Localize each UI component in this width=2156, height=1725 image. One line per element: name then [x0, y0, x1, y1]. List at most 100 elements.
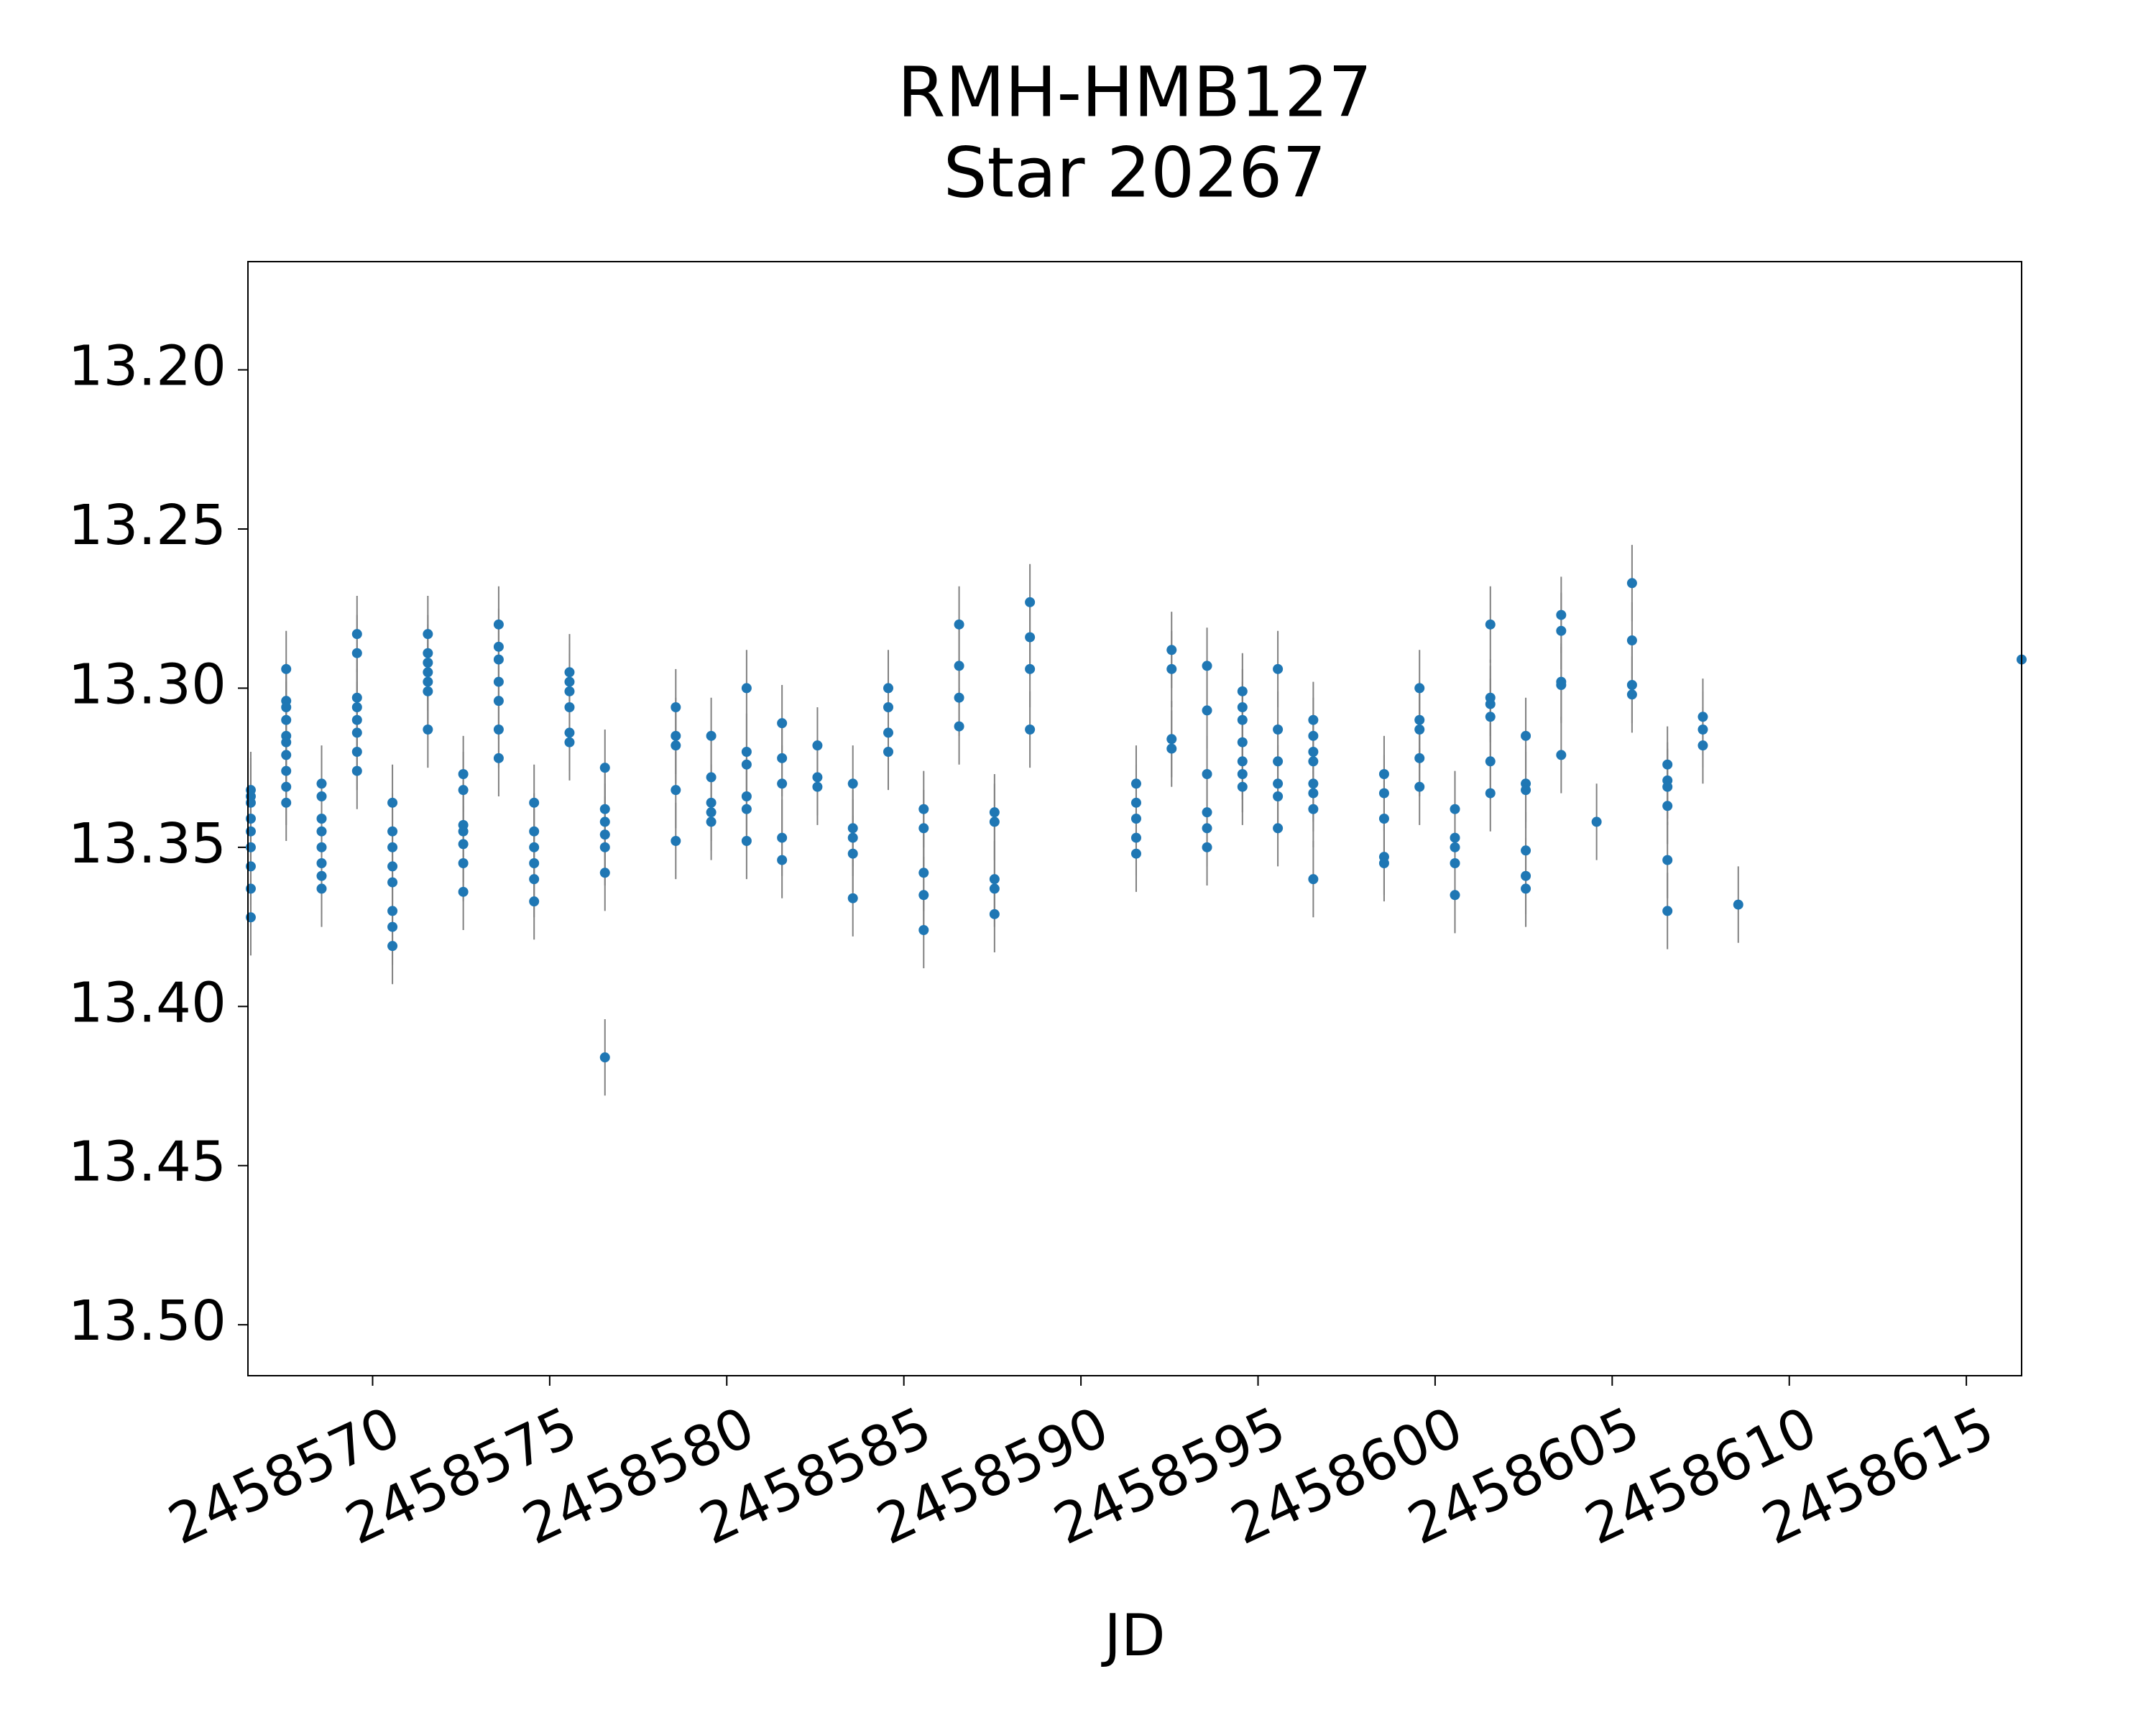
data-point: [1521, 845, 1531, 856]
data-point: [458, 785, 469, 796]
data-point: [493, 676, 504, 687]
data-point: [918, 823, 929, 834]
data-point: [1273, 756, 1284, 767]
data-point: [918, 804, 929, 814]
data-point: [423, 676, 433, 687]
data-point: [529, 797, 540, 808]
data-point: [1485, 619, 1496, 630]
data-point: [989, 816, 1000, 827]
data-point: [493, 619, 504, 630]
data-point: [1130, 832, 1141, 843]
data-point: [706, 772, 717, 783]
x-axis-label: JD: [1100, 1602, 1165, 1669]
data-point: [529, 896, 540, 907]
data-point: [1308, 747, 1319, 757]
data-point: [777, 718, 788, 729]
data-point: [706, 807, 717, 818]
data-point: [351, 629, 362, 640]
data-point: [706, 797, 717, 808]
data-point: [1237, 686, 1248, 696]
data-point: [281, 737, 292, 748]
data-point: [1521, 883, 1531, 894]
data-point: [351, 714, 362, 725]
data-point: [423, 629, 433, 640]
data-point: [777, 753, 788, 763]
data-point: [1378, 814, 1389, 824]
data-point: [1308, 874, 1319, 885]
data-point: [1202, 807, 1212, 818]
data-point: [1378, 858, 1389, 868]
y-tick-label: 13.30: [68, 653, 226, 717]
data-point: [918, 890, 929, 901]
data-point: [1521, 730, 1531, 741]
y-tick-label: 13.20: [68, 335, 226, 399]
data-point: [1626, 689, 1637, 700]
data-point: [1626, 680, 1637, 690]
data-point: [281, 750, 292, 760]
data-point: [1308, 756, 1319, 767]
data-point: [1626, 635, 1637, 645]
data-point: [423, 724, 433, 735]
data-point: [1521, 785, 1531, 796]
data-point: [351, 702, 362, 712]
data-point: [458, 858, 469, 868]
data-point: [1662, 781, 1673, 792]
data-point: [1308, 714, 1319, 725]
data-point: [423, 658, 433, 668]
data-point: [1130, 814, 1141, 824]
data-point: [1273, 791, 1284, 801]
data-point: [1556, 750, 1567, 760]
data-point: [316, 791, 327, 801]
data-point: [1591, 816, 1602, 827]
data-point: [599, 829, 610, 840]
data-point: [1237, 756, 1248, 767]
data-point: [493, 724, 504, 735]
data-point: [1130, 848, 1141, 859]
data-point: [423, 667, 433, 678]
data-point: [1450, 842, 1460, 852]
data-point: [281, 714, 292, 725]
data-point: [989, 874, 1000, 885]
data-point: [1025, 724, 1036, 735]
data-point: [316, 814, 327, 824]
data-point: [1414, 714, 1425, 725]
data-point: [1662, 855, 1673, 865]
data-point: [387, 826, 398, 837]
data-point: [529, 842, 540, 852]
y-tick-label: 13.40: [68, 971, 226, 1035]
data-point: [351, 727, 362, 738]
data-point: [1273, 823, 1284, 834]
data-point: [1308, 778, 1319, 789]
data-point: [529, 858, 540, 868]
data-point: [1025, 632, 1036, 643]
data-point: [281, 765, 292, 776]
data-point: [1414, 724, 1425, 735]
data-point: [989, 807, 1000, 818]
data-point: [423, 686, 433, 696]
data-point: [777, 778, 788, 789]
data-point: [1697, 712, 1708, 722]
data-point: [599, 763, 610, 773]
data-point: [458, 769, 469, 779]
data-point: [1662, 906, 1673, 916]
points: [245, 578, 2027, 1063]
data-point: [847, 848, 858, 859]
data-point: [599, 816, 610, 827]
data-point: [1556, 610, 1567, 620]
data-point: [351, 692, 362, 703]
data-point: [812, 772, 823, 783]
data-point: [671, 730, 681, 741]
data-point: [1662, 801, 1673, 811]
data-point: [847, 823, 858, 834]
y-tick-label: 13.25: [68, 494, 226, 558]
data-point: [954, 619, 964, 630]
data-point: [1237, 781, 1248, 792]
data-point: [1450, 832, 1460, 843]
data-point: [351, 648, 362, 658]
data-point: [847, 778, 858, 789]
data-point: [493, 753, 504, 763]
data-point: [1237, 737, 1248, 748]
data-point: [351, 747, 362, 757]
data-point: [281, 702, 292, 712]
